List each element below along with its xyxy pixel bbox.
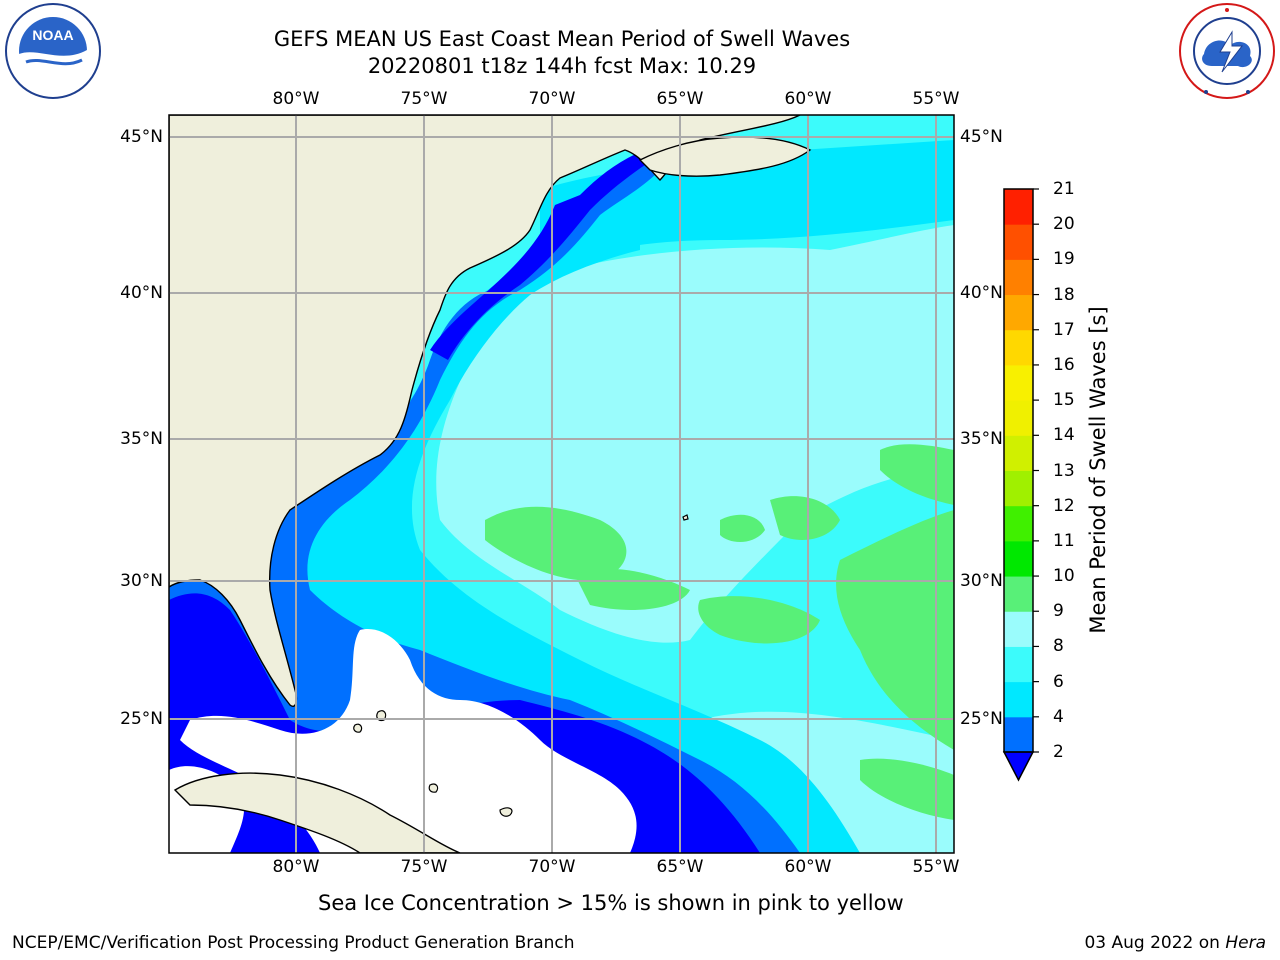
colorbar-tick-label: 8	[1053, 636, 1064, 657]
land-nova-scotia	[638, 136, 812, 177]
footer-date-text: 03 Aug 2022 on	[1084, 933, 1226, 953]
lat-label-right-25n: 25°N	[960, 709, 1003, 729]
chart-subtitle: 20220801 t18z 144h fcst Max: 10.29	[367, 54, 757, 78]
colorbar-segment	[1004, 224, 1033, 260]
colorbar-tick-label: 13	[1053, 460, 1075, 481]
colorbar-segment	[1004, 294, 1033, 331]
lat-label-right-35n: 35°N	[960, 429, 1003, 449]
land-islands	[353, 514, 689, 817]
colorbar-tick-label: 15	[1053, 390, 1075, 411]
colorbar-title: Mean Period of Swell Waves [s]	[1086, 306, 1110, 634]
lon-label-top-75w: 75°W	[400, 89, 448, 109]
colorbar-segment	[1004, 259, 1033, 296]
lon-label-bottom-75w: 75°W	[400, 857, 448, 877]
lat-label-right-40n: 40°N	[960, 283, 1003, 303]
lat-label-left-25n: 25°N	[120, 709, 163, 729]
noaa-logo-text: NOAA	[32, 27, 73, 43]
colorbar-tick-label: 18	[1053, 284, 1075, 305]
colorbar-tick-label: 14	[1053, 425, 1075, 446]
land-north-america	[169, 115, 801, 707]
colorbar-tick-label: 2	[1053, 742, 1064, 762]
colorbar	[1002, 188, 1039, 782]
lon-label-bottom-55w: 55°W	[912, 857, 960, 877]
footer-date: 03 Aug 2022 on Hera	[1084, 933, 1266, 953]
colorbar-segment	[1004, 681, 1033, 718]
colorbar-segment	[1004, 400, 1033, 436]
colorbar-segment	[1004, 505, 1033, 542]
lon-label-top-65w: 65°W	[656, 89, 704, 109]
period-2-4-nearshore	[430, 150, 655, 360]
chart-title: GEFS MEAN US East Coast Mean Period of S…	[273, 27, 851, 51]
lon-label-top-60w: 60°W	[784, 89, 832, 109]
colorbar-segment	[1004, 189, 1033, 225]
lon-label-bottom-80w: 80°W	[272, 857, 320, 877]
colorbar-segment	[1004, 435, 1033, 471]
colorbar-segment	[1004, 470, 1033, 507]
lat-label-left-45n: 45°N	[120, 127, 163, 147]
map-frame	[168, 114, 955, 854]
colorbar-tick-label: 16	[1053, 354, 1075, 375]
land-cuba	[173, 772, 461, 853]
colorbar-tick-label: 17	[1053, 319, 1075, 340]
colorbar-segment	[1004, 611, 1033, 647]
colorbar-segment	[1004, 716, 1033, 753]
colorbar-tick-label: 6	[1053, 671, 1064, 692]
lat-label-left-35n: 35°N	[120, 429, 163, 449]
lon-label-top-55w: 55°W	[912, 89, 960, 109]
lat-label-right-45n: 45°N	[960, 127, 1003, 147]
colorbar-tick-label: 19	[1053, 249, 1075, 270]
colorbar-segment	[1004, 576, 1033, 612]
colorbar-tick-label: 11	[1053, 530, 1075, 551]
nws-logo	[1179, 3, 1275, 99]
sea-ice-note: Sea Ice Concentration > 15% is shown in …	[318, 891, 904, 915]
colorbar-tick-label: 4	[1053, 706, 1064, 727]
colorbar-extend-arrow	[1002, 751, 1035, 782]
colorbar-segment	[1004, 646, 1033, 683]
colorbar-segment	[1004, 329, 1033, 366]
colorbar-segment	[1004, 364, 1033, 401]
footer-credit: NCEP/EMC/Verification Post Processing Pr…	[12, 933, 575, 953]
lat-label-left-40n: 40°N	[120, 283, 163, 303]
lon-label-top-80w: 80°W	[272, 89, 320, 109]
map-field	[169, 115, 954, 853]
grid	[169, 115, 954, 853]
colorbar-segment	[1004, 540, 1033, 577]
lon-label-bottom-60w: 60°W	[784, 857, 832, 877]
colorbar-tick-label: 9	[1053, 601, 1064, 622]
noaa-logo: NOAA	[5, 3, 101, 99]
colorbar-tick-label: 12	[1053, 495, 1075, 516]
colorbar-tick-label: 10	[1053, 566, 1075, 587]
lat-label-right-30n: 30°N	[960, 571, 1003, 591]
period-8-9-area-2	[800, 270, 954, 420]
lon-label-bottom-70w: 70°W	[528, 857, 576, 877]
lon-label-bottom-65w: 65°W	[656, 857, 704, 877]
lon-label-top-70w: 70°W	[528, 89, 576, 109]
colorbar-tick-label: 21	[1053, 179, 1075, 199]
colorbar-tick-label: 20	[1053, 214, 1075, 235]
period-4-6-band	[169, 160, 800, 853]
lat-label-left-30n: 30°N	[120, 571, 163, 591]
footer-machine: Hera	[1225, 933, 1266, 953]
